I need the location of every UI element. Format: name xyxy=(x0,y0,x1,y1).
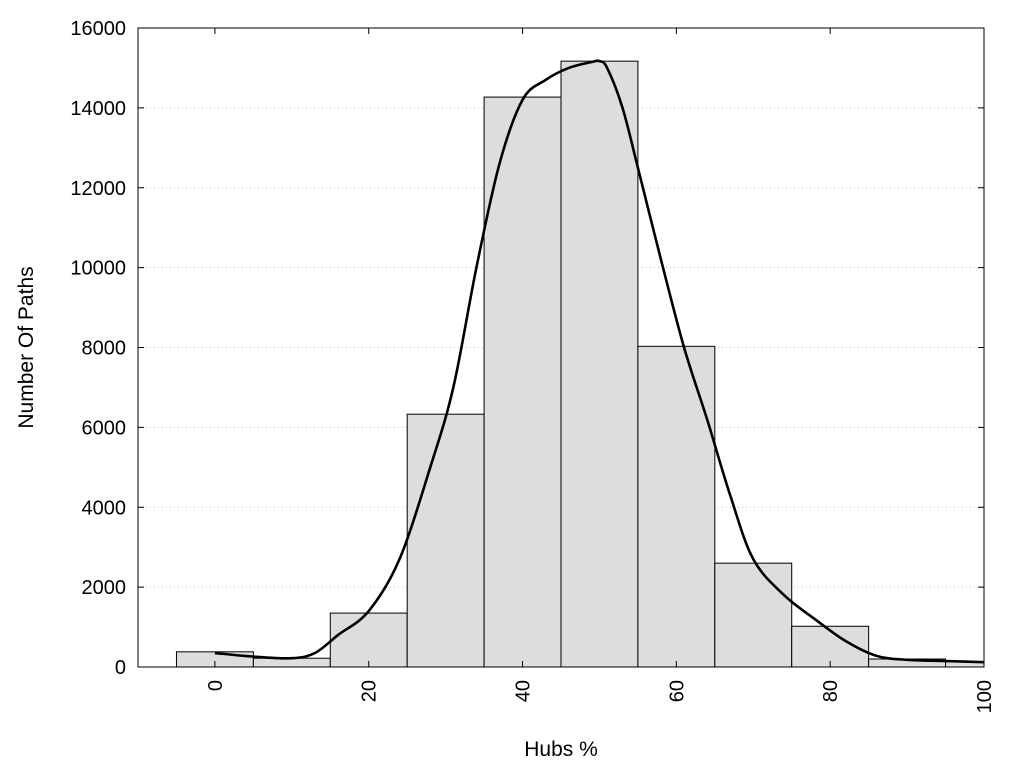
histogram-bar xyxy=(637,345,716,668)
x-tick-label: 20 xyxy=(359,680,381,702)
y-tick-label: 14000 xyxy=(70,98,126,120)
x-tick-label: 0 xyxy=(205,680,227,691)
x-tick-label: 80 xyxy=(820,680,842,702)
density-curve-layer xyxy=(214,59,985,664)
histogram-bar xyxy=(329,612,408,668)
y-tick-label: 0 xyxy=(115,657,126,679)
y-tick-label: 4000 xyxy=(82,497,127,519)
histogram-bars xyxy=(175,60,985,668)
y-tick-label: 8000 xyxy=(82,338,127,360)
x-tick-label: 40 xyxy=(513,680,535,702)
histogram-bar xyxy=(406,413,485,668)
histogram-bar xyxy=(252,657,331,668)
x-axis-label: Hubs % xyxy=(524,738,598,761)
density-curve xyxy=(214,59,985,664)
gridlines xyxy=(138,107,984,588)
y-axis-ticks: 0 2000 4000 6000 8000 10000 12000 14000 16000 xyxy=(70,18,984,679)
x-tick-label: 100 xyxy=(974,680,996,713)
y-axis-label: Number Of Paths xyxy=(15,266,38,428)
histogram-bar xyxy=(714,562,793,668)
y-tick-label: 10000 xyxy=(70,258,126,280)
y-tick-label: 12000 xyxy=(70,178,126,200)
y-tick-label: 16000 xyxy=(70,18,126,40)
histogram-bar xyxy=(560,60,639,668)
x-axis-ticks: 0 20 40 60 80 100 xyxy=(205,28,996,713)
x-tick-label: 60 xyxy=(666,680,688,702)
y-tick-label: 6000 xyxy=(82,417,127,439)
y-tick-label: 2000 xyxy=(82,577,127,599)
